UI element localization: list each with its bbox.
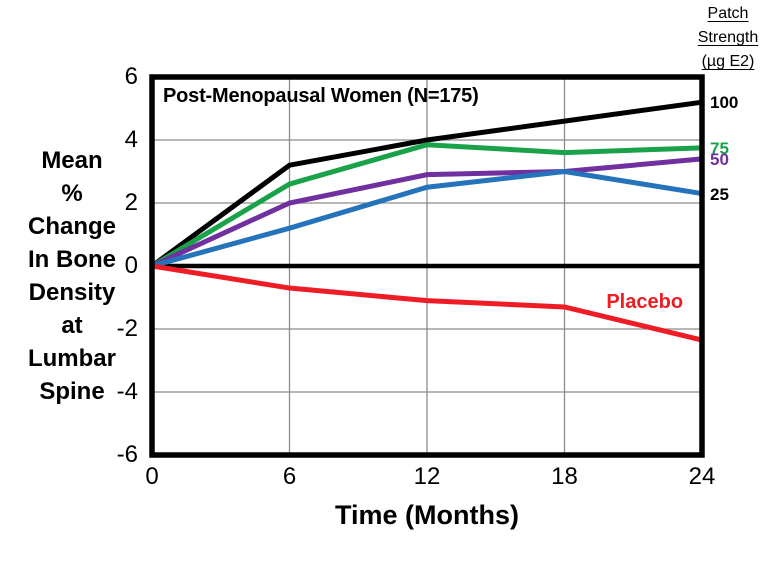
y-tick-4: 4 [124, 126, 138, 153]
series-end-label-75: 75 [710, 138, 729, 158]
series-end-label-25: 25 [710, 184, 729, 204]
y-tick--6: -6 [116, 441, 138, 468]
y-axis-label-line: at [61, 312, 83, 339]
series-line-50 [149, 156, 705, 269]
x-tick-6: 6 [282, 463, 297, 490]
y-tick-0: 0 [124, 252, 138, 279]
y-axis-label-line: Mean [41, 147, 103, 174]
y-tick-6: 6 [124, 63, 138, 90]
series-line-placebo [149, 263, 705, 343]
legend-title: Patch Strength (µg E2) [682, 2, 774, 74]
legend-title-line: Patch [707, 5, 749, 22]
y-axis-label-line: Change [27, 213, 116, 240]
chart-title: Post-Menopausal Women (N=175) [163, 85, 479, 107]
y-axis-label: Mean % Change In Bone Density at Lumbar … [6, 144, 138, 408]
series-line-75 [149, 142, 705, 269]
y-tick--2: -2 [116, 315, 138, 342]
y-tick-2: 2 [124, 189, 138, 216]
y-axis-label-line: Density [28, 279, 116, 306]
legend-title-line: Strength [697, 29, 759, 46]
x-tick-24: 24 [688, 463, 716, 490]
y-axis-label-line: In Bone [28, 246, 116, 273]
y-axis-label-line: % [61, 180, 83, 207]
x-tick-18: 18 [551, 463, 578, 490]
plot-frame [149, 74, 705, 458]
x-tick-0: 0 [145, 463, 159, 490]
y-axis-label-line: Lumbar [27, 345, 116, 372]
y-tick--4: -4 [116, 378, 138, 405]
series-end-label-50: 50 [710, 149, 729, 169]
x-tick-12: 12 [413, 463, 441, 490]
x-axis-label: Time (Months) [335, 500, 519, 530]
series-line-100 [149, 99, 705, 269]
legend-title-line: (µg E2) [701, 53, 755, 70]
series-line-25 [149, 168, 705, 269]
series-label-placebo: Placebo [606, 291, 684, 314]
y-axis-label-line: Spine [39, 378, 105, 405]
series-end-label-100: 100 [710, 93, 739, 113]
